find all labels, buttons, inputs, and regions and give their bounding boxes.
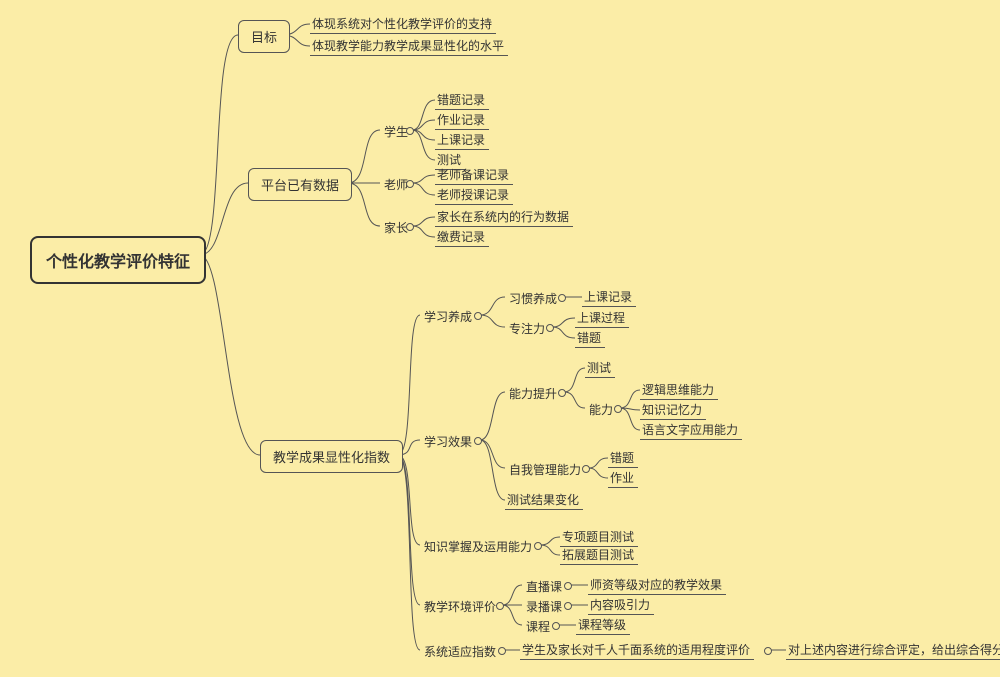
mid-focus: 专注力 — [505, 319, 549, 338]
leaf: 语言文字应用能力 — [640, 420, 742, 440]
leaf: 上课记录 — [582, 287, 636, 307]
mid-ability-up: 能力提升 — [505, 384, 561, 403]
leaf: 拓展题目测试 — [560, 545, 638, 565]
expand-dot — [764, 647, 772, 655]
expand-dot — [564, 582, 572, 590]
mid-learning-habit: 学习养成 — [420, 307, 476, 326]
leaf: 师资等级对应的教学效果 — [588, 575, 726, 595]
expand-dot — [546, 324, 554, 332]
leaf: 体现系统对个性化教学评价的支持 — [310, 14, 496, 34]
leaf: 作业记录 — [435, 110, 489, 130]
leaf: 错题 — [608, 448, 638, 468]
leaf: 老师备课记录 — [435, 165, 513, 185]
leaf: 老师授课记录 — [435, 185, 513, 205]
branch-platform-data: 平台已有数据 — [248, 168, 352, 201]
expand-dot — [496, 602, 504, 610]
expand-dot — [552, 622, 560, 630]
mid-env: 教学环境评价 — [420, 597, 500, 616]
mid-ability: 能力 — [585, 400, 617, 419]
expand-dot — [406, 127, 414, 135]
leaf: 家长在系统内的行为数据 — [435, 207, 573, 227]
branch-goal: 目标 — [238, 20, 290, 53]
mid-course: 课程 — [522, 617, 554, 636]
expand-dot — [614, 405, 622, 413]
expand-dot — [498, 647, 506, 655]
mid-learning-effect: 学习效果 — [420, 432, 476, 451]
leaf: 上课过程 — [575, 308, 629, 328]
leaf: 缴费记录 — [435, 227, 489, 247]
expand-dot — [564, 602, 572, 610]
leaf: 专项题目测试 — [560, 527, 638, 547]
leaf: 错题 — [575, 328, 605, 348]
leaf: 测试 — [585, 358, 615, 378]
connector-layer — [0, 0, 1000, 677]
mid-record: 录播课 — [522, 597, 566, 616]
root-node: 个性化教学评价特征 — [30, 236, 206, 284]
leaf: 上课记录 — [435, 130, 489, 150]
branch-teaching-index: 教学成果显性化指数 — [260, 440, 403, 473]
expand-dot — [406, 223, 414, 231]
expand-dot — [558, 389, 566, 397]
leaf: 作业 — [608, 468, 638, 488]
expand-dot — [582, 465, 590, 473]
expand-dot — [558, 294, 566, 302]
mid-live: 直播课 — [522, 577, 566, 596]
leaf: 知识记忆力 — [640, 400, 706, 420]
expand-dot — [534, 542, 542, 550]
mid-knowledge: 知识掌握及运用能力 — [420, 537, 536, 556]
mid-self-manage: 自我管理能力 — [505, 460, 585, 479]
leaf: 课程等级 — [576, 615, 630, 635]
leaf: 对上述内容进行综合评定，给出综合得分 — [786, 640, 1000, 660]
expand-dot — [474, 312, 482, 320]
leaf: 错题记录 — [435, 90, 489, 110]
leaf: 逻辑思维能力 — [640, 380, 718, 400]
expand-dot — [474, 437, 482, 445]
mid-habit: 习惯养成 — [505, 289, 561, 308]
leaf: 学生及家长对千人千面系统的适用程度评价 — [520, 640, 754, 660]
leaf: 测试结果变化 — [505, 490, 583, 510]
expand-dot — [406, 180, 414, 188]
mid-system-adapt: 系统适应指数 — [420, 642, 500, 661]
leaf: 内容吸引力 — [588, 595, 654, 615]
leaf: 体现教学能力教学成果显性化的水平 — [310, 36, 508, 56]
